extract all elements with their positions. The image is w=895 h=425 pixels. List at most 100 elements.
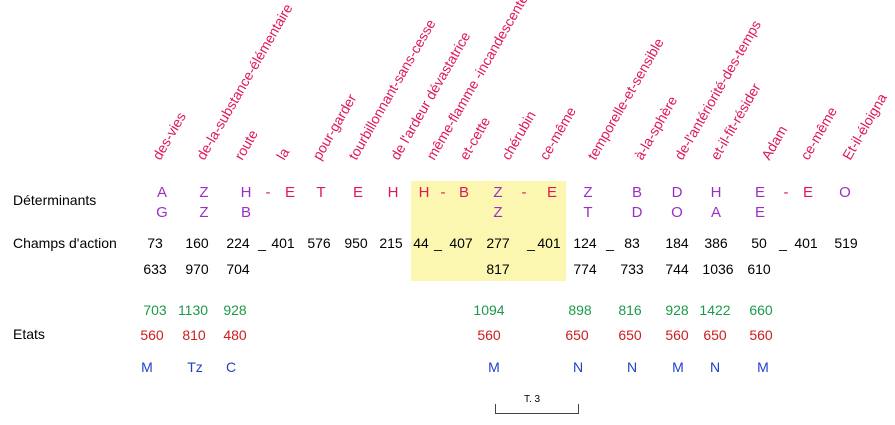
champs-top: 215 (379, 235, 403, 251)
etat-red: 810 (182, 327, 206, 343)
etat-green: 1094 (473, 302, 505, 318)
det-top: B (458, 184, 469, 201)
det-top: E (284, 184, 295, 201)
etats-label: Etats (13, 326, 45, 342)
bracket (495, 404, 579, 414)
champs-bottom: 970 (185, 261, 209, 277)
etat-green: 816 (618, 302, 642, 318)
determinants-label: Déterminants (13, 192, 97, 208)
etat-letter: M (141, 359, 153, 375)
etat-green: 898 (568, 302, 592, 318)
etat-red: 480 (223, 327, 247, 343)
champs-top: 160 (185, 235, 209, 251)
etat-red: 560 (749, 327, 773, 343)
word-15: Adam (758, 122, 791, 163)
champs-top: 277 (486, 235, 510, 251)
etat-letter: N (572, 359, 584, 375)
champs-bottom: 774 (573, 261, 597, 277)
det-top: H (240, 184, 252, 201)
champs-top: _ (527, 235, 535, 251)
champs-top: 401 (271, 235, 295, 251)
word-3: la (273, 145, 293, 163)
word-2: route (231, 126, 261, 163)
etat-red: 650 (618, 327, 642, 343)
word-10: ce-même (536, 103, 580, 163)
champs-top: 50 (751, 235, 767, 251)
det-top: Z (199, 184, 209, 201)
det-top: D (671, 184, 683, 201)
word-8: et-cette (456, 114, 494, 163)
det-top: B (631, 184, 642, 201)
det-top: H (387, 184, 399, 201)
etat-letter: N (709, 359, 721, 375)
highlight-box (411, 181, 566, 281)
det-top: E (754, 184, 765, 201)
bracket-label: T. 3 (524, 394, 541, 405)
champs-top: 44 (413, 235, 429, 251)
etat-red: 560 (477, 327, 501, 343)
word-16: ce-même (797, 103, 841, 163)
det-top: E (352, 184, 363, 201)
etat-letter: C (225, 359, 237, 375)
det-top: - (521, 184, 527, 201)
champs-top: 519 (834, 235, 858, 251)
det-top: T (316, 184, 326, 201)
champs-bottom: 744 (665, 261, 689, 277)
det-top: Z (493, 184, 503, 201)
champs-label: Champs d'action (13, 235, 117, 251)
champs-bottom: 633 (143, 261, 167, 277)
det-bottom: E (754, 204, 765, 221)
champs-top: 950 (344, 235, 368, 251)
det-bottom: G (156, 204, 168, 221)
det-bottom: A (710, 204, 721, 221)
champs-top: 386 (704, 235, 728, 251)
champs-bottom: 610 (747, 261, 771, 277)
det-bottom: B (240, 204, 251, 221)
champs-top: 401 (537, 235, 561, 251)
champs-top: _ (258, 235, 266, 251)
champs-top: 124 (573, 235, 597, 251)
etat-red: 650 (565, 327, 589, 343)
champs-bottom: 1036 (702, 261, 734, 277)
word-9: chérubin (498, 107, 539, 163)
champs-top: 407 (449, 235, 473, 251)
champs-top: 224 (226, 235, 250, 251)
etat-green: 703 (143, 302, 167, 318)
etat-red: 560 (140, 327, 164, 343)
champs-bottom: 817 (486, 261, 510, 277)
champs-top: _ (434, 235, 442, 251)
etat-green: 660 (749, 302, 773, 318)
champs-bottom: 733 (620, 261, 644, 277)
det-bottom: D (631, 204, 643, 221)
word-17: Et-il-éloigna (839, 90, 890, 163)
det-bottom: Z (493, 204, 503, 221)
det-top: A (156, 184, 167, 201)
etat-green: 928 (665, 302, 689, 318)
etat-green: 1130 (177, 302, 209, 318)
det-top: - (265, 184, 271, 201)
etat-letter: M (672, 359, 684, 375)
etat-green: 928 (223, 302, 247, 318)
champs-top: 73 (147, 235, 163, 251)
champs-top: 401 (794, 235, 818, 251)
word-0: des-vies (149, 109, 189, 163)
etat-letter: N (626, 359, 638, 375)
etat-green: 1422 (699, 302, 731, 318)
etat-red: 650 (703, 327, 727, 343)
det-top: Z (583, 184, 593, 201)
champs-top: _ (779, 235, 787, 251)
etat-letter: M (757, 359, 769, 375)
det-top: O (839, 184, 851, 201)
det-bottom: O (671, 204, 683, 221)
det-bottom: T (583, 204, 593, 221)
det-top: H (710, 184, 722, 201)
det-top: H (418, 184, 430, 201)
det-top: - (783, 184, 789, 201)
champs-top: _ (606, 235, 614, 251)
det-top: E (546, 184, 557, 201)
etat-red: 560 (665, 327, 689, 343)
det-bottom: Z (199, 204, 209, 221)
champs-top: 184 (665, 235, 689, 251)
etat-letter: Tz (187, 359, 203, 375)
champs-bottom: 704 (226, 261, 250, 277)
